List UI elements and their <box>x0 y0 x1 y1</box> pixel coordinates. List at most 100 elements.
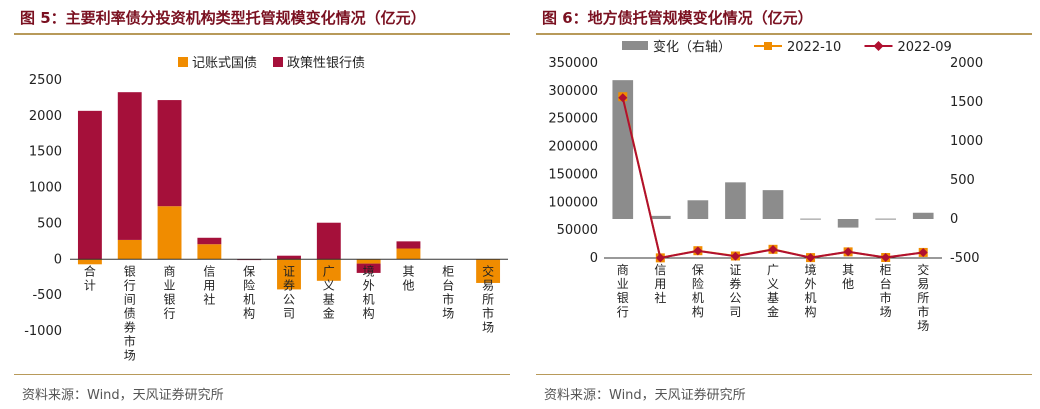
point-marker <box>730 251 740 261</box>
bar-segment <box>277 255 301 260</box>
source-note: 资料来源：Wind，天风证券研究所 <box>544 388 746 403</box>
y-tick-label: 2000 <box>29 109 62 124</box>
y-left-tick-label: 300000 <box>548 84 598 99</box>
x-tick-label: 商业银行 <box>617 262 629 319</box>
bar-segment <box>356 259 381 264</box>
bar-segment <box>157 100 182 207</box>
bar <box>762 190 784 219</box>
bar-segment <box>77 259 102 265</box>
x-tick-label: 广义基金 <box>323 264 335 320</box>
legend-label: 记账式国债 <box>192 56 257 71</box>
x-tick-label: 合计 <box>84 263 96 292</box>
point-marker <box>655 253 665 263</box>
x-tick-label: 境外机构 <box>363 263 375 320</box>
bar <box>687 200 709 219</box>
x-tick-label: 柜台市场 <box>442 264 454 320</box>
bar-segment <box>476 259 501 283</box>
title-rule <box>14 33 510 35</box>
point-marker <box>618 93 628 103</box>
x-tick-label: 证券公司 <box>283 264 295 320</box>
x-tick-label: 商业银行 <box>164 263 176 320</box>
y-right-tick-label: -500 <box>950 251 980 266</box>
point-marker <box>693 246 703 256</box>
x-tick-label: 交易所市场 <box>917 262 929 333</box>
y-right-tick-label: 1000 <box>950 134 983 149</box>
x-tick-label: 信用社 <box>203 264 215 306</box>
bar <box>837 219 859 228</box>
bar-segment <box>316 259 341 281</box>
bar-segment <box>277 259 301 290</box>
bar-segment <box>77 110 102 260</box>
chart-panel-right: 图 6：地方债托管规模变化情况（亿元） 变化（右轴） 2022-10 2022-09… <box>522 0 1040 409</box>
x-tick-label: 保险机构 <box>243 264 255 320</box>
bar-segment <box>396 241 421 249</box>
y-right-tick-label: 1500 <box>950 95 983 110</box>
y-left-tick-label: 100000 <box>548 195 598 210</box>
x-tick-label: 银行间债券市场 <box>124 264 136 362</box>
chart-panel-left: 图 5：主要利率债分投资机构类型托管规模变化情况（亿元） 记账式国债 政策性银行债… <box>0 0 518 409</box>
legend-label: 2022-10 <box>787 40 841 55</box>
bar <box>725 182 746 219</box>
legend-label: 2022-09 <box>898 40 952 55</box>
chart-title: 图 5：主要利率债分投资机构类型托管规模变化情况（亿元） <box>20 9 426 27</box>
legend-swatch <box>273 57 283 67</box>
point-marker <box>843 247 853 257</box>
bar-segment <box>316 222 341 260</box>
source-note: 资料来源：Wind，天风证券研究所 <box>22 388 224 403</box>
point-marker <box>918 247 928 257</box>
y-tick-label: 1000 <box>29 181 62 196</box>
x-tick-label: 交易所市场 <box>482 263 494 334</box>
y-right-tick-label: 2000 <box>950 56 983 71</box>
legend-marker <box>764 42 772 50</box>
y-left-tick-label: 50000 <box>557 223 598 238</box>
x-tick-label: 其他 <box>842 263 854 291</box>
series-line <box>621 97 924 260</box>
bar-segment <box>117 239 142 260</box>
point-marker <box>768 245 778 255</box>
x-tick-label: 广义基金 <box>767 263 779 319</box>
bar <box>875 218 896 220</box>
y-tick-label: 500 <box>37 216 62 231</box>
source-rule <box>14 374 510 375</box>
bar <box>800 218 821 220</box>
point-marker <box>881 253 891 263</box>
x-tick-label: 柜台市场 <box>880 263 892 319</box>
y-left-tick-label: 150000 <box>548 167 598 182</box>
y-left-tick-label: 200000 <box>548 140 598 155</box>
chart-title: 图 6：地方债托管规模变化情况（亿元） <box>542 9 813 27</box>
chart-right-svg: 变化（右轴） 2022-10 2022-09 0 50000 100000 150000 20… <box>548 39 983 333</box>
y-right-tick-label: 500 <box>950 173 975 188</box>
bar-segment <box>197 237 222 245</box>
y-right-tick-label: 0 <box>950 212 958 227</box>
bar-segment <box>396 248 421 260</box>
legend-label: 变化（右轴） <box>653 39 731 55</box>
bar-segment <box>356 263 381 273</box>
bar <box>912 212 934 219</box>
legend-marker <box>873 41 884 51</box>
legend-swatch <box>178 57 188 67</box>
title-rule <box>536 33 1032 35</box>
y-tick-label: 2500 <box>29 73 62 88</box>
bar-segment <box>197 244 222 260</box>
x-tick-label: 其他 <box>402 264 414 292</box>
bar-segment <box>157 206 182 260</box>
x-tick-label: 境外机构 <box>805 262 817 319</box>
y-tick-label: -500 <box>32 288 62 303</box>
bar-segment <box>117 92 142 240</box>
legend-label: 政策性银行债 <box>287 55 365 71</box>
x-tick-label: 信用社 <box>654 263 666 305</box>
y-left-tick-label: 250000 <box>548 112 598 127</box>
y-tick-label: -1000 <box>24 324 62 339</box>
x-tick-label: 保险机构 <box>692 263 704 319</box>
x-tick-label: 证券公司 <box>729 263 741 319</box>
point-marker <box>806 253 816 263</box>
series-line <box>621 96 924 260</box>
legend-swatch <box>622 41 648 50</box>
y-left-tick-label: 0 <box>590 251 598 266</box>
bar <box>650 215 671 219</box>
source-rule <box>536 374 1032 375</box>
y-tick-label: 0 <box>54 252 62 267</box>
y-left-tick-label: 350000 <box>548 56 598 71</box>
y-tick-label: 1500 <box>29 145 62 160</box>
chart-left-svg: 记账式国债 政策性银行债 -1000 -500 0 500 1000 1500 2000 2500… <box>24 55 508 362</box>
